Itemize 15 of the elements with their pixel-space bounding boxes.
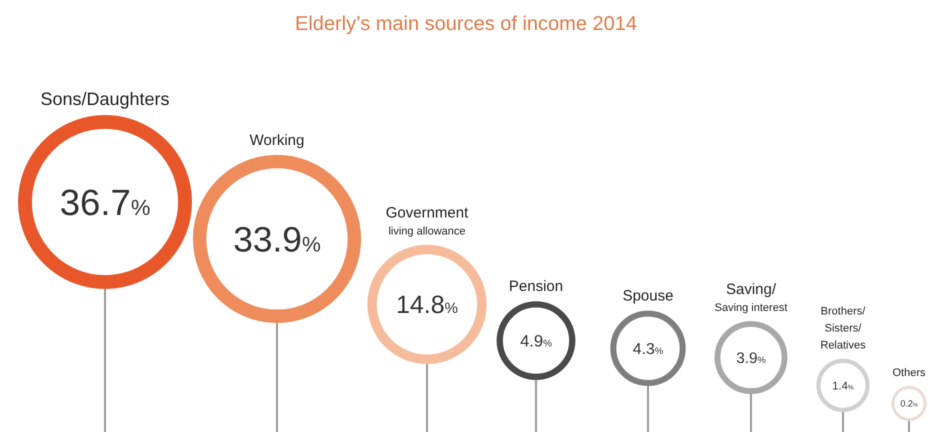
category-label: Others — [892, 366, 926, 379]
data-label: 3.9% — [736, 350, 766, 367]
category-label: Spouse — [622, 288, 674, 305]
data-label: 4.9% — [520, 331, 552, 350]
category-label: Sons/Daughters — [40, 89, 170, 109]
category-label: Saving/ Saving interest — [714, 281, 788, 314]
category-label: Brothers/ Sisters/ Relatives — [820, 306, 866, 352]
data-label: 14.8% — [396, 291, 458, 320]
category-label: Working — [250, 132, 304, 149]
data-label: 33.9% — [233, 220, 321, 260]
text: Elderly’s main sources of income 2014 — [294, 13, 638, 35]
category-label: Pension — [508, 278, 564, 296]
category-label: Government living allowance — [386, 204, 470, 238]
data-label: 4.3% — [632, 340, 664, 358]
data-label: 36.7% — [60, 182, 150, 223]
